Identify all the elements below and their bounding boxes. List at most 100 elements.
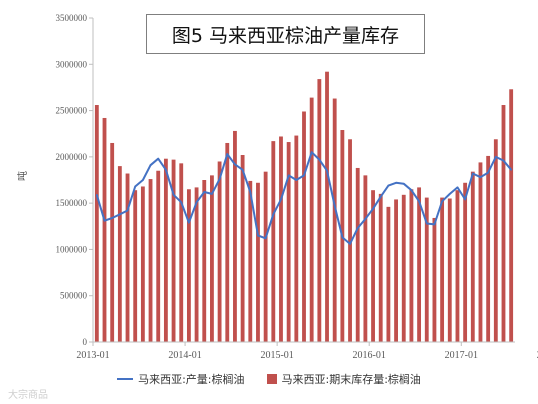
inventory-bar	[470, 171, 475, 342]
x-tick-label: 2013-01	[76, 350, 109, 361]
production-point	[287, 174, 290, 177]
inventory-bar	[355, 167, 360, 342]
production-point	[226, 153, 229, 155]
inventory-bar	[486, 155, 491, 342]
production-point	[249, 191, 252, 193]
inventory-bar	[125, 173, 130, 342]
production-point	[425, 222, 428, 225]
inventory-bar	[325, 71, 329, 342]
inventory-bar	[233, 130, 237, 342]
production-point	[387, 184, 390, 187]
watermark: 大宗商品	[8, 390, 48, 401]
production-point	[310, 151, 313, 154]
production-point	[149, 164, 152, 166]
x-tick-label: 2018-01	[537, 350, 538, 361]
inventory-bar	[163, 158, 168, 342]
production-point	[295, 179, 298, 181]
y-axis-label: 吨	[18, 171, 29, 181]
inventory-bar	[202, 180, 207, 342]
y-tick-label: 0	[83, 337, 88, 347]
y-tick-label: 500000	[60, 291, 88, 301]
production-point	[303, 174, 305, 177]
chart-title: 图5 马来西亚棕油产量库存	[146, 14, 425, 54]
inventory-bar	[133, 190, 138, 342]
inventory-bar	[194, 187, 199, 342]
production-point	[111, 217, 113, 219]
production-point	[472, 172, 474, 175]
inventory-bar	[117, 166, 122, 342]
x-tick-label: 2017-01	[445, 350, 478, 361]
inventory-bar	[463, 182, 468, 342]
inventory-bar	[348, 139, 352, 342]
y-tick-label: 3500000	[56, 13, 88, 23]
production-point	[119, 213, 121, 216]
production-point	[280, 198, 282, 201]
inventory-bar	[294, 135, 299, 342]
inventory-bar	[401, 194, 406, 342]
x-tick-label: 2016-01	[353, 350, 386, 361]
legend: 马来西亚:产量:棕榈油 马来西亚:期末库存量:棕榈油	[0, 371, 538, 387]
inventory-bar	[378, 193, 383, 342]
inventory-bar	[478, 162, 483, 342]
inventory-bar	[447, 198, 452, 342]
production-point	[356, 227, 359, 229]
production-point	[126, 209, 129, 212]
inventory-bar	[302, 111, 306, 342]
production-point	[333, 205, 336, 207]
legend-bar-swatch	[266, 374, 277, 384]
inventory-bar	[424, 197, 429, 342]
production-point	[272, 213, 275, 216]
production-point	[195, 201, 198, 204]
production-point	[165, 169, 167, 171]
inventory-bar	[363, 175, 368, 342]
inventory-bar	[140, 186, 145, 342]
production-point	[241, 169, 244, 171]
production-point	[418, 200, 420, 203]
inventory-bar	[279, 136, 283, 342]
production-point	[379, 195, 382, 198]
production-point	[96, 194, 98, 196]
x-axis: 2013-01 2014-01 2015-01 2016-01 2017-01 2018-…	[76, 341, 538, 361]
inventory-bar	[501, 105, 506, 342]
production-point	[142, 179, 144, 181]
inventory-bar	[186, 189, 191, 342]
inventory-bar	[309, 97, 314, 343]
production-point	[464, 198, 466, 201]
legend-line-swatch	[117, 378, 134, 380]
production-point	[372, 207, 374, 210]
production-point	[502, 159, 505, 162]
legend-item-production: 马来西亚:产量:棕榈油	[117, 371, 245, 387]
production-point	[157, 157, 160, 160]
production-point	[364, 218, 367, 220]
production-point	[180, 201, 183, 204]
inventory-bar	[332, 98, 337, 342]
inventory-bar	[210, 175, 214, 342]
production-point	[433, 223, 436, 226]
production-point	[188, 221, 190, 224]
production-point	[441, 200, 443, 203]
inventory-bar	[509, 89, 514, 342]
inventory-bar	[171, 159, 176, 342]
inventory-bar	[394, 199, 398, 342]
production-point	[318, 158, 321, 161]
y-tick-label: 2000000	[56, 152, 88, 162]
inventory-bar	[286, 142, 291, 342]
production-point	[448, 193, 451, 195]
production-point	[341, 236, 344, 239]
production-point	[495, 156, 497, 158]
production-point	[349, 243, 351, 245]
production-point	[257, 234, 259, 237]
inventory-bar	[386, 206, 391, 342]
production-point	[402, 182, 405, 185]
inventory-bar	[156, 170, 161, 342]
production-point	[264, 237, 267, 240]
production-point	[103, 219, 106, 222]
production-point	[326, 169, 328, 172]
legend-label-production: 马来西亚:产量:棕榈油	[138, 373, 245, 386]
y-tick-label: 3000000	[56, 59, 88, 69]
inventory-bar	[455, 190, 460, 342]
inventory-bar	[256, 182, 260, 342]
inventory-bar	[409, 189, 414, 342]
x-tick-label: 2015-01	[260, 350, 293, 361]
